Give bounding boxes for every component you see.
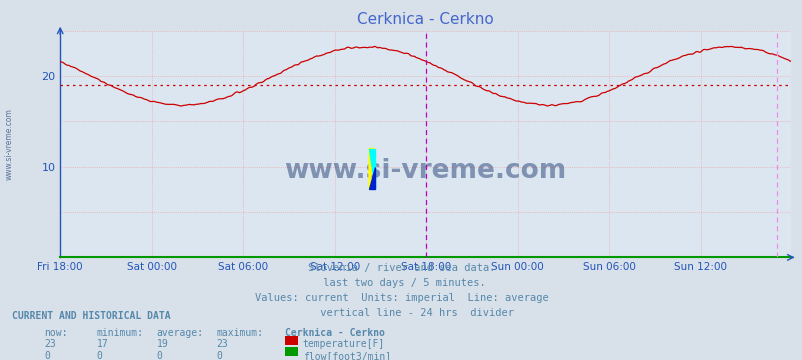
Text: 23: 23	[217, 339, 229, 349]
Text: www.si-vreme.com: www.si-vreme.com	[284, 158, 566, 184]
Text: Slovenia / river and sea data.: Slovenia / river and sea data.	[307, 263, 495, 273]
Text: www.si-vreme.com: www.si-vreme.com	[5, 108, 14, 180]
Text: CURRENT AND HISTORICAL DATA: CURRENT AND HISTORICAL DATA	[12, 311, 171, 321]
Title: Cerknica - Cerkno: Cerknica - Cerkno	[357, 12, 493, 27]
Text: last two days / 5 minutes.: last two days / 5 minutes.	[317, 278, 485, 288]
Text: vertical line - 24 hrs  divider: vertical line - 24 hrs divider	[289, 308, 513, 318]
Text: minimum:: minimum:	[96, 328, 144, 338]
Text: 0: 0	[44, 351, 50, 360]
Text: 23: 23	[44, 339, 56, 349]
Text: temperature[F]: temperature[F]	[302, 339, 384, 349]
Text: 17: 17	[96, 339, 108, 349]
Polygon shape	[369, 149, 375, 189]
Text: average:: average:	[156, 328, 204, 338]
Text: 0: 0	[217, 351, 222, 360]
Text: 0: 0	[156, 351, 162, 360]
Polygon shape	[369, 167, 375, 189]
Polygon shape	[369, 149, 375, 189]
Text: Values: current  Units: imperial  Line: average: Values: current Units: imperial Line: av…	[254, 293, 548, 303]
Text: Cerknica - Cerkno: Cerknica - Cerkno	[285, 328, 384, 338]
Text: flow[foot3/min]: flow[foot3/min]	[302, 351, 391, 360]
Text: now:: now:	[44, 328, 67, 338]
Text: 0: 0	[96, 351, 102, 360]
Text: 19: 19	[156, 339, 168, 349]
Text: maximum:: maximum:	[217, 328, 264, 338]
